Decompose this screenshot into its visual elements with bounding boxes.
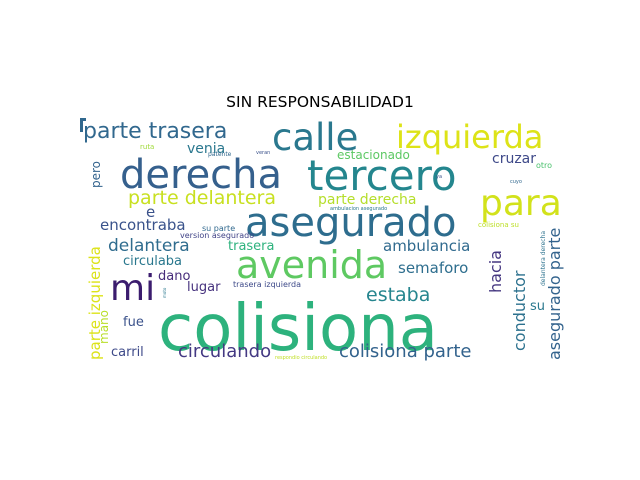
word-parte-izquierda: parte izquierda	[86, 246, 104, 360]
word-otro: otro	[536, 161, 552, 170]
word-ambulancia: ambulancia	[383, 237, 470, 255]
word-para: para	[480, 183, 562, 224]
word-asegurado: asegurado	[245, 200, 457, 246]
word-venia: venia	[187, 141, 225, 157]
word-fragment	[80, 118, 86, 132]
word-tercero: tercero	[307, 151, 457, 200]
word-mi: mi	[110, 268, 155, 309]
word-trasera-izquierda: trasera izquierda	[233, 280, 301, 289]
word-ambulacion-asegurado: ambulacion asegurado	[330, 206, 387, 212]
word-cuyo: cuyo	[510, 179, 522, 185]
word-mano: mano	[97, 310, 111, 344]
word-pero: pero	[89, 161, 103, 188]
word-fue: fue	[123, 315, 144, 330]
word-cruzar: cruzar	[492, 151, 536, 167]
word-delantera-derecha: delantera derecha	[540, 231, 547, 286]
word-delantera: delantera	[108, 236, 190, 256]
word-hacia: hacia	[486, 250, 505, 293]
word-e: e	[146, 203, 155, 221]
word-encontraba: encontraba	[100, 216, 186, 234]
word-colisiona: colisiona	[158, 292, 438, 363]
word-moto: moto	[162, 287, 167, 298]
word-estaba: estaba	[366, 284, 430, 306]
word-trasera: trasera	[228, 239, 275, 254]
word-veran: veran	[256, 150, 270, 156]
word-version-asegurado: version asegurado	[180, 231, 254, 240]
word-circulaba: circulaba	[123, 254, 182, 269]
word-lugar: lugar	[187, 280, 221, 295]
word-circulando: circulando	[178, 341, 271, 362]
word-semaforo: semaforo	[398, 259, 468, 277]
word-derecha: derecha	[120, 152, 282, 198]
word-ya: ya	[436, 174, 442, 180]
chart-title: SIN RESPONSABILIDAD1	[226, 93, 414, 111]
word-parte-delantera: parte delantera	[128, 187, 276, 209]
word-su-parte: su parte	[202, 224, 235, 233]
word-izquierda: izquierda	[396, 118, 543, 156]
word-ruta: ruta	[140, 143, 154, 151]
word-dano: dano	[158, 269, 190, 284]
word-colisiona-su: colisiona su	[478, 221, 519, 229]
word-carril: carril	[111, 345, 144, 360]
word-calle: calle	[272, 118, 358, 159]
word-su: su	[530, 299, 545, 314]
word-respondio-circulando: respondio circulando	[275, 355, 327, 361]
word-colisiona-parte: colisiona parte	[339, 341, 471, 362]
word-parte-trasera: parte trasera	[83, 119, 227, 144]
word-conductor: conductor	[510, 270, 529, 351]
word-asegurado-parte: asegurado parte	[545, 228, 564, 360]
word-parte-derecha: parte derecha	[318, 192, 417, 208]
word-cloud: colisiona derecha tercero asegurado calle izq…	[80, 118, 570, 363]
word-avenida: avenida	[236, 243, 387, 287]
word-patente: patente	[208, 151, 232, 158]
word-estacionado: estacionado	[337, 148, 410, 162]
